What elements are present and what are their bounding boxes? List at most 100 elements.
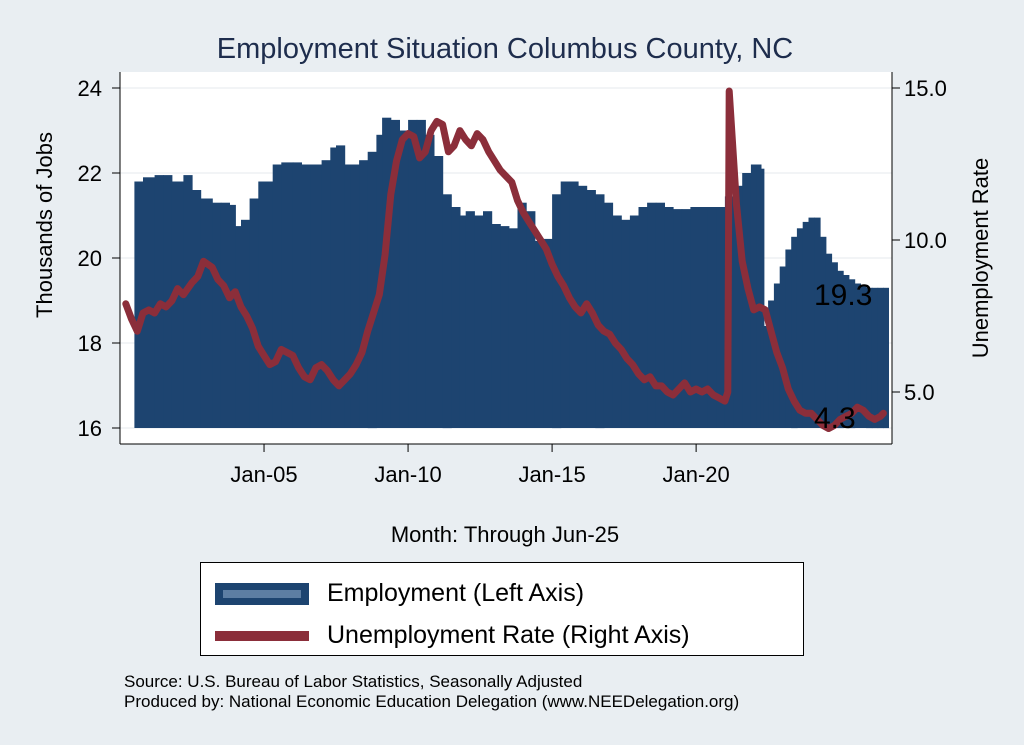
employment-bar	[595, 194, 605, 429]
employment-bar	[408, 119, 418, 429]
employment-bar	[707, 207, 717, 428]
employment-bar	[837, 270, 844, 429]
left-y-tick-label: 22	[78, 161, 102, 186]
employment-bar	[192, 190, 202, 428]
employment-bar	[264, 181, 274, 428]
employment-bar	[785, 249, 792, 428]
right-y-tick-label: 15.0	[904, 76, 947, 101]
employment-bar	[272, 164, 282, 428]
employment-bar	[491, 224, 501, 428]
x-tick-label: Jan-20	[662, 462, 729, 487]
chart-title: Employment Situation Columbus County, NC	[217, 33, 794, 65]
employment-bar	[171, 181, 184, 428]
employment-bar	[756, 164, 762, 428]
employment-bar	[474, 215, 484, 428]
employment-bar	[229, 204, 236, 428]
employment-bar	[860, 285, 867, 428]
employment-bar	[796, 228, 804, 428]
x-tick-label: Jan-15	[518, 462, 585, 487]
left-y-tick-label: 16	[78, 416, 102, 441]
employment-bar	[664, 207, 674, 428]
employment-bar	[483, 211, 493, 428]
employment-bar	[134, 181, 144, 428]
employment-bar	[820, 236, 827, 429]
left-y-tick-label: 20	[78, 246, 102, 271]
employment-bar	[763, 326, 769, 428]
legend-swatch-employment	[215, 582, 309, 605]
employment-bar	[241, 219, 251, 428]
right-y-tick-label: 5.0	[904, 380, 935, 405]
legend-label-unemployment: Unemployment Rate (Right Axis)	[327, 621, 690, 649]
employment-bar	[681, 209, 691, 428]
employment-bar	[877, 287, 884, 429]
right-y-ticks: 5.0 10.0 15.0	[892, 76, 947, 405]
employment-bar	[434, 156, 444, 428]
employment-bar	[442, 194, 452, 429]
employment-bar	[235, 226, 242, 428]
employment-bar	[883, 287, 889, 429]
employment-bar	[508, 228, 519, 428]
employment-bar	[848, 279, 856, 429]
employment-bar	[143, 177, 156, 428]
employment-bar	[459, 215, 467, 428]
left-y-tick-label: 18	[78, 331, 102, 356]
employment-bar	[382, 117, 392, 428]
unemployment-line	[122, 87, 887, 432]
right-y-tick-label: 10.0	[904, 228, 947, 253]
x-ticks: Jan-05 Jan-10 Jan-15 Jan-20	[230, 444, 730, 487]
employment-bar	[200, 198, 213, 428]
employment-bar	[367, 151, 377, 429]
employment-bar	[321, 160, 331, 428]
legend-item-employment: Employment (Left Axis)	[215, 579, 584, 608]
employment-bar	[843, 275, 850, 428]
employment-bar	[621, 219, 631, 428]
employment-bar	[212, 202, 222, 428]
employment-bar	[612, 215, 622, 428]
employment-bar	[866, 287, 873, 429]
employment-bar	[638, 207, 648, 428]
employment-bar	[802, 221, 810, 428]
unemployment-end-label: 4.3	[814, 402, 856, 435]
legend-swatch-unemployment	[215, 630, 309, 641]
source-line-1: Source: U.S. Bureau of Labor Statistics,…	[124, 672, 583, 691]
employment-bar	[465, 211, 475, 428]
employment-bar	[808, 217, 815, 428]
employment-bar	[344, 164, 352, 428]
employment-bar	[359, 160, 369, 428]
legend-item-unemployment: Unemployment Rate (Right Axis)	[215, 621, 690, 650]
employment-bar	[560, 181, 570, 428]
employment-bar	[451, 207, 461, 428]
employment-bar	[831, 262, 838, 428]
employment-bar	[330, 147, 337, 428]
employment-bar	[742, 173, 752, 428]
x-axis-title: Month: Through Jun-25	[391, 522, 619, 547]
x-tick-label: Jan-10	[374, 462, 441, 487]
employment-bar	[733, 185, 743, 428]
employment-bar	[292, 162, 302, 428]
employment-bar	[310, 164, 323, 428]
employment-bar	[716, 207, 726, 428]
employment-bar	[220, 202, 230, 428]
employment-bar	[699, 207, 709, 428]
employment-bar	[183, 175, 193, 428]
employment-bar	[750, 164, 758, 428]
employment-bar	[500, 226, 510, 428]
employment-bar	[301, 164, 311, 428]
employment-bar	[779, 266, 787, 428]
employment-bar	[690, 207, 700, 428]
employment-bar	[416, 119, 426, 429]
employment-bar	[425, 134, 435, 429]
employment-bar	[871, 287, 879, 429]
employment-bar	[526, 211, 536, 428]
employment-bar	[552, 194, 562, 429]
employment-bar	[517, 202, 527, 428]
employment-bar	[249, 198, 259, 428]
employment-bar	[258, 181, 265, 428]
employment-bar	[655, 202, 665, 428]
employment-bar	[281, 162, 294, 428]
employment-bar	[647, 202, 657, 428]
employment-bar	[603, 202, 614, 428]
x-tick-label: Jan-05	[230, 462, 297, 487]
employment-bar	[399, 130, 409, 428]
